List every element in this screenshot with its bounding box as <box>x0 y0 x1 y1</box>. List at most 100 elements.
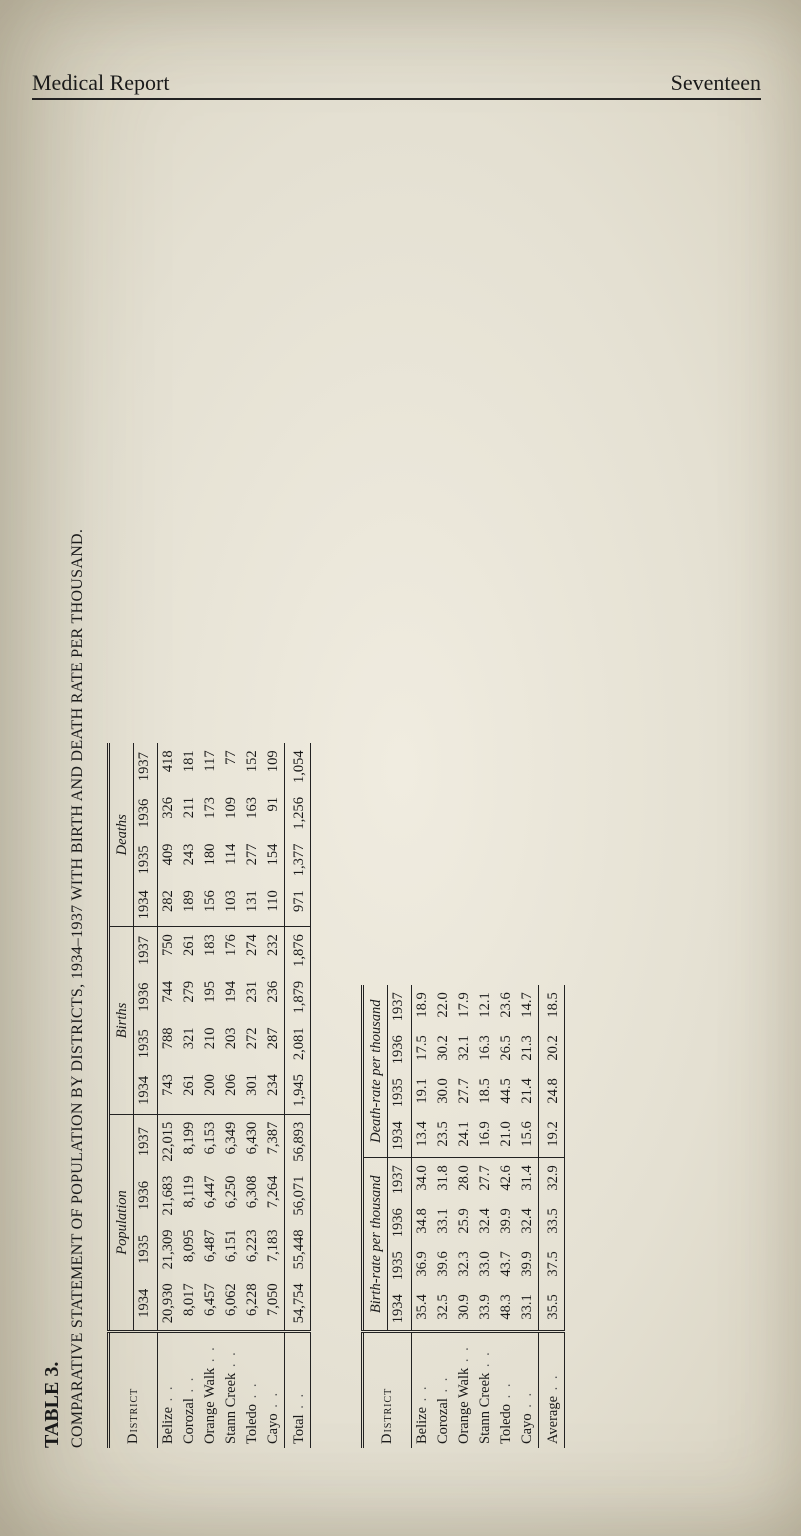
average-label: Average <box>538 1332 564 1448</box>
deathRate-cell: 14.7 <box>517 985 539 1028</box>
district-head: District <box>108 1332 157 1448</box>
deaths-cell: 189 <box>179 883 200 927</box>
group-births: Births <box>108 927 133 1115</box>
births-cell: 194 <box>221 974 242 1021</box>
table-rates: District Birth-rate per thousand Death-r… <box>361 985 567 1448</box>
births-cell: 301 <box>242 1067 263 1114</box>
births-cell: 210 <box>200 1020 221 1067</box>
deaths-total: 1,377 <box>284 837 310 884</box>
birthRate-cell: 31.4 <box>517 1158 539 1202</box>
birthRate-cell: 39.9 <box>517 1244 539 1287</box>
population-cell: 6,228 <box>242 1276 263 1331</box>
population-cell: 8,017 <box>179 1276 200 1331</box>
pop-total: 56,071 <box>284 1169 310 1223</box>
district-cell: Stann Creek <box>475 1332 496 1448</box>
deaths-cell: 152 <box>242 743 263 790</box>
population-cell: 7,387 <box>263 1114 285 1168</box>
deathRate-cell: 27.7 <box>454 1071 475 1114</box>
deaths-cell: 211 <box>179 790 200 837</box>
year-head: 1937 <box>387 1158 411 1202</box>
year-head: 1935 <box>133 1222 157 1276</box>
year-head: 1937 <box>133 1114 157 1168</box>
deathRate-cell: 16.3 <box>475 1028 496 1071</box>
district-cell: Orange Walk <box>454 1332 475 1448</box>
population-cell: 7,050 <box>263 1276 285 1331</box>
population-cell: 8,095 <box>179 1222 200 1276</box>
population-cell: 20,930 <box>157 1276 179 1331</box>
births-cell: 176 <box>221 927 242 974</box>
population-cell: 21,683 <box>157 1169 179 1223</box>
births-cell: 261 <box>179 1067 200 1114</box>
group-population: Population <box>108 1114 133 1332</box>
deaths-cell: 243 <box>179 837 200 884</box>
table-row: Cayo33.139.932.431.415.621.421.314.7 <box>517 985 539 1448</box>
deaths-cell: 114 <box>221 837 242 884</box>
birthRate-cell: 48.3 <box>496 1287 517 1332</box>
deaths-cell: 156 <box>200 883 221 927</box>
year-head: 1934 <box>133 1067 157 1114</box>
table-pop-births-deaths: District Population Births Deaths 1934 1… <box>107 743 313 1448</box>
population-cell: 6,308 <box>242 1169 263 1223</box>
population-cell: 6,430 <box>242 1114 263 1168</box>
deaths-cell: 109 <box>221 790 242 837</box>
birthRate-cell: 32.4 <box>475 1201 496 1244</box>
birthRate-cell: 39.9 <box>496 1201 517 1244</box>
table-row: Orange Walk30.932.325.928.024.127.732.11… <box>454 985 475 1448</box>
year-head: 1937 <box>133 743 157 790</box>
deathRate-cell: 21.3 <box>517 1028 539 1071</box>
population-cell: 6,223 <box>242 1222 263 1276</box>
deathRate-cell: 21.0 <box>496 1114 517 1158</box>
deathRate-cell: 19.1 <box>411 1071 433 1114</box>
table-row: Corozal32.539.633.131.823.530.030.222.0 <box>433 985 454 1448</box>
deathrate-avg: 24.8 <box>538 1071 564 1114</box>
district-cell: Toledo <box>242 1332 263 1448</box>
births-cell: 232 <box>263 927 285 974</box>
deaths-cell: 91 <box>263 790 285 837</box>
births-total: 1,945 <box>284 1067 310 1114</box>
deaths-total: 1,054 <box>284 743 310 790</box>
population-cell: 6,457 <box>200 1276 221 1331</box>
births-cell: 272 <box>242 1020 263 1067</box>
deaths-cell: 103 <box>221 883 242 927</box>
year-head: 1936 <box>133 974 157 1021</box>
birthRate-cell: 28.0 <box>454 1158 475 1202</box>
population-cell: 6,447 <box>200 1169 221 1223</box>
year-head: 1937 <box>387 985 411 1028</box>
population-cell: 6,487 <box>200 1222 221 1276</box>
birthRate-cell: 42.6 <box>496 1158 517 1202</box>
total-label: Total <box>284 1332 310 1448</box>
group-deathrate: Death-rate per thousand <box>362 985 387 1158</box>
births-cell: 788 <box>157 1020 179 1067</box>
births-cell: 743 <box>157 1067 179 1114</box>
births-cell: 203 <box>221 1020 242 1067</box>
deathRate-cell: 23.5 <box>433 1114 454 1158</box>
birthRate-cell: 34.8 <box>411 1201 433 1244</box>
deathRate-cell: 12.1 <box>475 985 496 1028</box>
deaths-cell: 418 <box>157 743 179 790</box>
table-row: Stann Creek33.933.032.427.716.918.516.31… <box>475 985 496 1448</box>
district-cell: Orange Walk <box>200 1332 221 1448</box>
deathRate-cell: 26.5 <box>496 1028 517 1071</box>
deathRate-cell: 30.0 <box>433 1071 454 1114</box>
birthRate-cell: 32.3 <box>454 1244 475 1287</box>
deaths-cell: 154 <box>263 837 285 884</box>
deathRate-cell: 15.6 <box>517 1114 539 1158</box>
scanned-page: Medical Report Seventeen TABLE 3. COMPAR… <box>0 0 801 1536</box>
deaths-cell: 282 <box>157 883 179 927</box>
table-row: Toledo6,2286,2236,3086,43030127223127413… <box>242 743 263 1448</box>
births-cell: 231 <box>242 974 263 1021</box>
births-cell: 279 <box>179 974 200 1021</box>
birthRate-cell: 33.9 <box>475 1287 496 1332</box>
district-head: District <box>362 1332 411 1448</box>
population-cell: 8,199 <box>179 1114 200 1168</box>
table-row: Belize35.436.934.834.013.419.117.518.9 <box>411 985 433 1448</box>
birthRate-cell: 43.7 <box>496 1244 517 1287</box>
year-head: 1934 <box>133 1276 157 1331</box>
population-cell: 6,250 <box>221 1169 242 1223</box>
district-cell: Belize <box>411 1332 433 1448</box>
year-head: 1935 <box>133 837 157 884</box>
birthRate-cell: 33.1 <box>517 1287 539 1332</box>
year-head: 1935 <box>133 1020 157 1067</box>
deaths-cell: 409 <box>157 837 179 884</box>
deathrate-avg: 18.5 <box>538 985 564 1028</box>
